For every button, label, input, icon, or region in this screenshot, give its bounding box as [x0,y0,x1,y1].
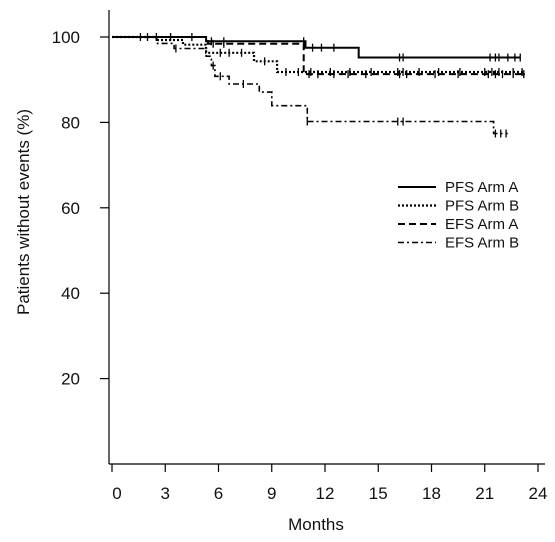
legend-label: PFS Arm A [445,179,518,196]
axes [108,10,545,465]
series-efs-arm-b [112,33,508,138]
series-line [112,36,508,135]
series-line [112,35,525,76]
y-tick-label: 60 [61,199,80,218]
series-line [112,36,524,76]
y-tick-label: 20 [61,370,80,389]
legend-label: EFS Arm A [445,216,518,233]
x-axis-title: Months [288,515,344,534]
y-ticks: 20 40 60 80 100 [52,28,109,389]
x-tick-label: 9 [267,484,276,503]
series-efs-arm-a [112,33,525,79]
x-tick-label: 12 [316,484,335,503]
x-tick-label: 6 [214,484,223,503]
y-tick-label: 40 [61,284,80,303]
x-ticks: 0 3 6 9 12 15 18 21 24 [111,464,548,503]
legend-label: EFS Arm B [445,235,519,252]
x-tick-label: 15 [369,484,388,503]
series-layer [112,33,525,138]
x-tick-label: 3 [161,484,170,503]
x-tick-label: 21 [475,484,494,503]
y-tick-label: 80 [61,113,80,132]
y-axis-title: Patients without events (%) [14,109,33,315]
x-tick-label: 0 [112,484,121,503]
y-tick-label: 100 [52,28,80,47]
x-tick-label: 18 [422,484,441,503]
x-tick-label: 24 [529,484,548,503]
legend-label: PFS Arm B [445,198,519,215]
